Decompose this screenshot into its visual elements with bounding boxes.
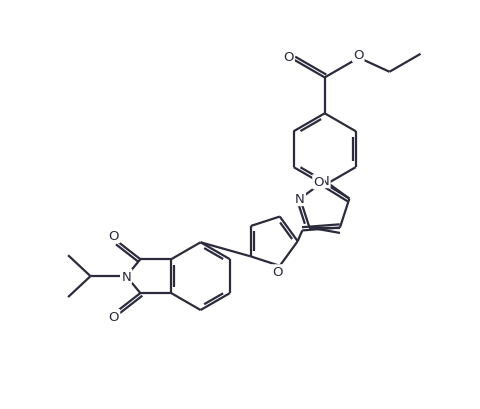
Text: O: O [352,49,363,62]
Text: N: N [121,270,131,283]
Text: O: O [108,230,119,243]
Text: O: O [312,176,323,189]
Text: O: O [283,52,293,64]
Text: N: N [295,193,304,206]
Text: O: O [272,266,282,279]
Text: N: N [319,175,329,188]
Text: O: O [108,310,119,323]
